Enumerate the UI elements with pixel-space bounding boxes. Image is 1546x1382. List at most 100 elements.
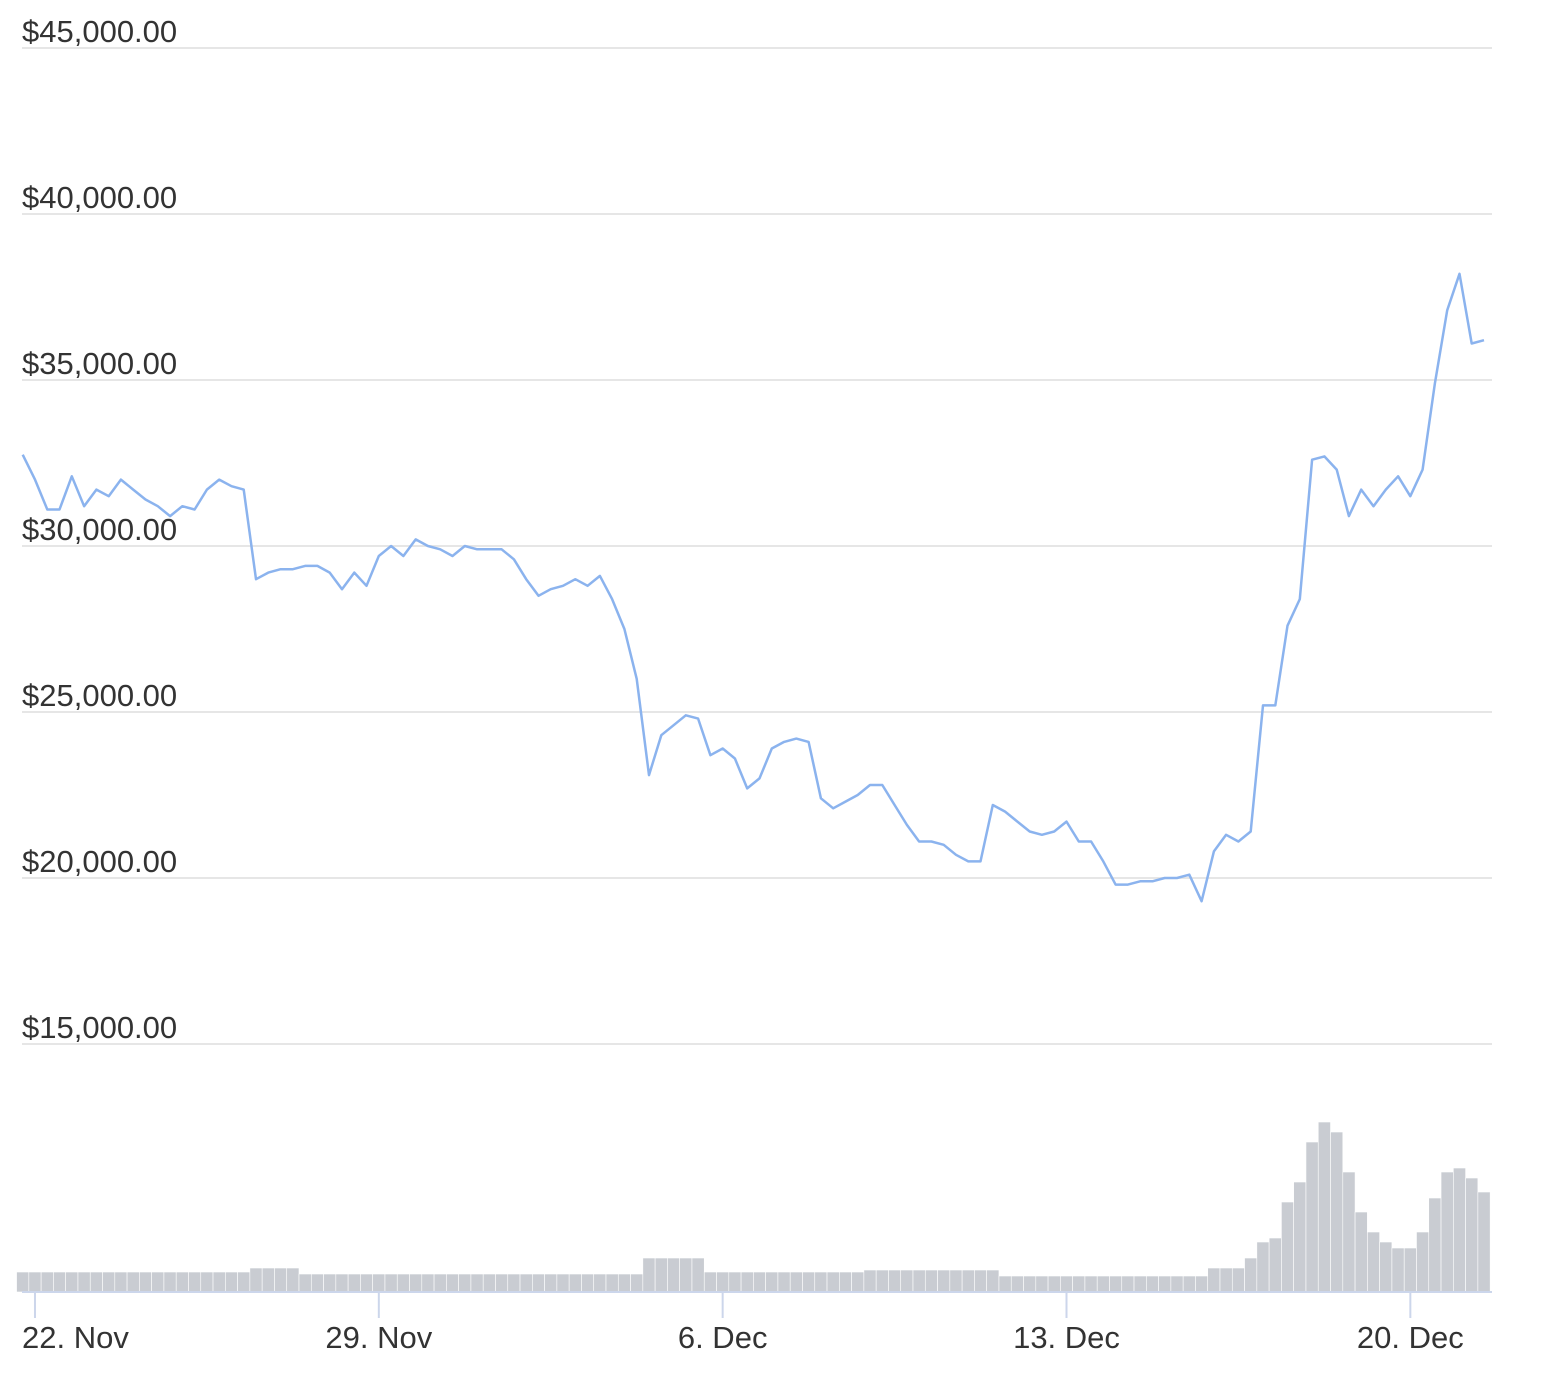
volume-bar — [1354, 1211, 1368, 1293]
volume-bar — [1440, 1171, 1454, 1293]
volume-bar — [1023, 1275, 1037, 1293]
volume-bar — [1268, 1237, 1282, 1293]
volume-bar — [961, 1269, 975, 1293]
x-tick-label: 6. Dec — [678, 1320, 768, 1355]
volume-bar — [65, 1271, 79, 1293]
volume-bar — [458, 1273, 472, 1293]
volume-bar — [1096, 1275, 1110, 1293]
volume-bar — [40, 1271, 54, 1293]
volume-bar — [667, 1257, 680, 1293]
volume-bar — [1416, 1231, 1430, 1293]
volume-bar — [740, 1271, 754, 1293]
volume-bar — [765, 1271, 779, 1293]
volume-bar — [347, 1273, 361, 1293]
volume-bar — [1084, 1275, 1098, 1293]
volume-bar — [421, 1273, 435, 1293]
volume-bar — [507, 1273, 521, 1293]
volume-bar — [163, 1271, 177, 1293]
volume-bar — [814, 1271, 828, 1293]
volume-bar — [1047, 1275, 1061, 1293]
volume-bar — [544, 1273, 558, 1293]
volume-bar — [384, 1273, 398, 1293]
volume-bar — [728, 1271, 742, 1293]
y-tick-label: $25,000.00 — [22, 678, 177, 713]
volume-bar — [1330, 1131, 1344, 1293]
volume-bar — [249, 1267, 263, 1293]
volume-bar — [617, 1273, 631, 1293]
volume-bar — [188, 1271, 202, 1293]
volume-bar — [1060, 1275, 1073, 1293]
volume-bar — [642, 1257, 656, 1293]
volume-bar — [482, 1273, 496, 1293]
volume-bar — [998, 1275, 1012, 1293]
volume-bar — [581, 1273, 595, 1293]
volume-bar — [372, 1273, 386, 1293]
y-tick-label: $35,000.00 — [22, 346, 177, 381]
volume-bar — [1244, 1257, 1258, 1293]
volume-bar — [212, 1271, 226, 1293]
volume-bar — [102, 1271, 116, 1293]
volume-bar — [937, 1269, 951, 1293]
volume-bar — [200, 1271, 214, 1293]
volume-bar — [1109, 1275, 1123, 1293]
volume-bar — [89, 1271, 103, 1293]
volume-bar — [409, 1273, 423, 1293]
volume-bar — [323, 1273, 337, 1293]
volume-bar — [753, 1271, 766, 1293]
x-tick-label: 22. Nov — [22, 1320, 129, 1355]
volume-bar — [1133, 1275, 1147, 1293]
volume-bar — [261, 1267, 275, 1293]
volume-bar — [298, 1273, 312, 1293]
volume-bar — [875, 1269, 889, 1293]
price-line — [21, 272, 1485, 903]
volume-bar — [532, 1273, 545, 1293]
volume-bar — [1305, 1141, 1319, 1293]
volume-bar — [433, 1273, 447, 1293]
volume-bar — [225, 1271, 238, 1293]
volume-bar — [1121, 1275, 1135, 1293]
volume-bar — [1453, 1167, 1466, 1293]
volume-bar — [139, 1271, 152, 1293]
volume-bar — [470, 1273, 484, 1293]
volume-bar — [568, 1273, 582, 1293]
x-tick-label: 20. Dec — [1357, 1320, 1464, 1355]
volume-bar — [1428, 1197, 1442, 1293]
x-tick-label: 29. Nov — [325, 1320, 432, 1355]
volume-bar — [863, 1269, 877, 1293]
y-tick-label: $45,000.00 — [22, 14, 177, 49]
volume-bar — [1477, 1191, 1491, 1293]
volume-bar — [716, 1271, 730, 1293]
volume-bar — [1219, 1267, 1233, 1293]
volume-bar — [1231, 1267, 1245, 1293]
volume-bar — [1256, 1241, 1270, 1293]
volume-bar — [1293, 1181, 1307, 1293]
volume-bar — [53, 1271, 66, 1293]
volume-bar — [888, 1269, 902, 1293]
volume-bar — [1010, 1275, 1024, 1293]
volume-bar — [924, 1269, 938, 1293]
volume-bar — [900, 1269, 914, 1293]
volume-bar — [1195, 1275, 1209, 1293]
volume-bar — [1182, 1275, 1196, 1293]
volume-bar — [974, 1269, 987, 1293]
volume-bar — [630, 1273, 644, 1293]
volume-bar — [986, 1269, 1000, 1293]
volume-bar — [274, 1267, 288, 1293]
volume-bar — [335, 1273, 349, 1293]
volume-bar — [1207, 1267, 1221, 1293]
x-tick-label: 13. Dec — [1013, 1320, 1120, 1355]
volume-bar — [77, 1271, 91, 1293]
volume-bar — [1035, 1275, 1049, 1293]
volume-bar — [679, 1257, 693, 1293]
volume-bar — [1281, 1201, 1294, 1293]
volume-bar — [777, 1271, 791, 1293]
volume-bar — [1465, 1177, 1479, 1293]
volume-bar — [605, 1273, 619, 1293]
volume-bar — [826, 1271, 840, 1293]
volume-bar — [654, 1257, 668, 1293]
volume-bar — [519, 1273, 533, 1293]
volume-bar — [851, 1271, 865, 1293]
volume-bar — [802, 1271, 816, 1293]
